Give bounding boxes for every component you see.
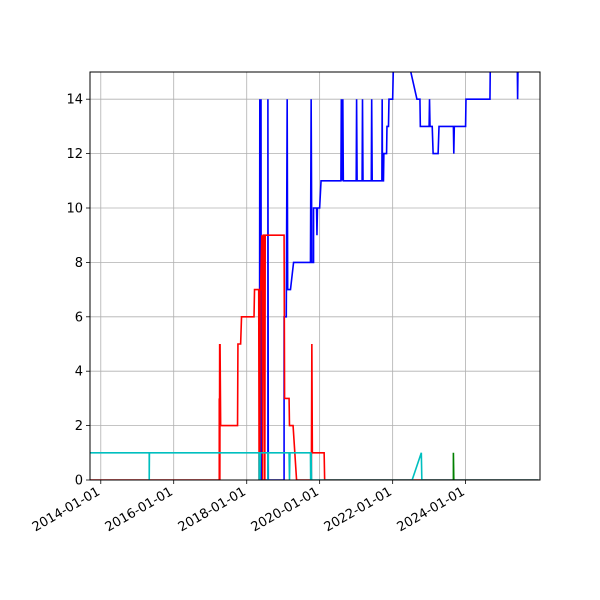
series-line-2 (90, 234, 539, 480)
y-tick-label: 4 (75, 365, 83, 380)
series-line-1 (258, 72, 519, 480)
series-line-3 (90, 451, 539, 480)
y-axis: 0 2 4 6 8 10 12 14 (66, 93, 90, 489)
series-lines (90, 72, 539, 480)
y-tick-label: 12 (66, 147, 83, 162)
y-tick-label: 10 (66, 202, 83, 217)
y-tick-label: 0 (75, 474, 83, 489)
plot-frame (89, 71, 541, 481)
y-tick-label: 8 (75, 256, 83, 271)
grid-lines (90, 72, 540, 481)
y-tick-label: 14 (66, 93, 83, 108)
y-tick-label: 2 (75, 419, 83, 434)
y-tick-label: 6 (75, 310, 83, 325)
